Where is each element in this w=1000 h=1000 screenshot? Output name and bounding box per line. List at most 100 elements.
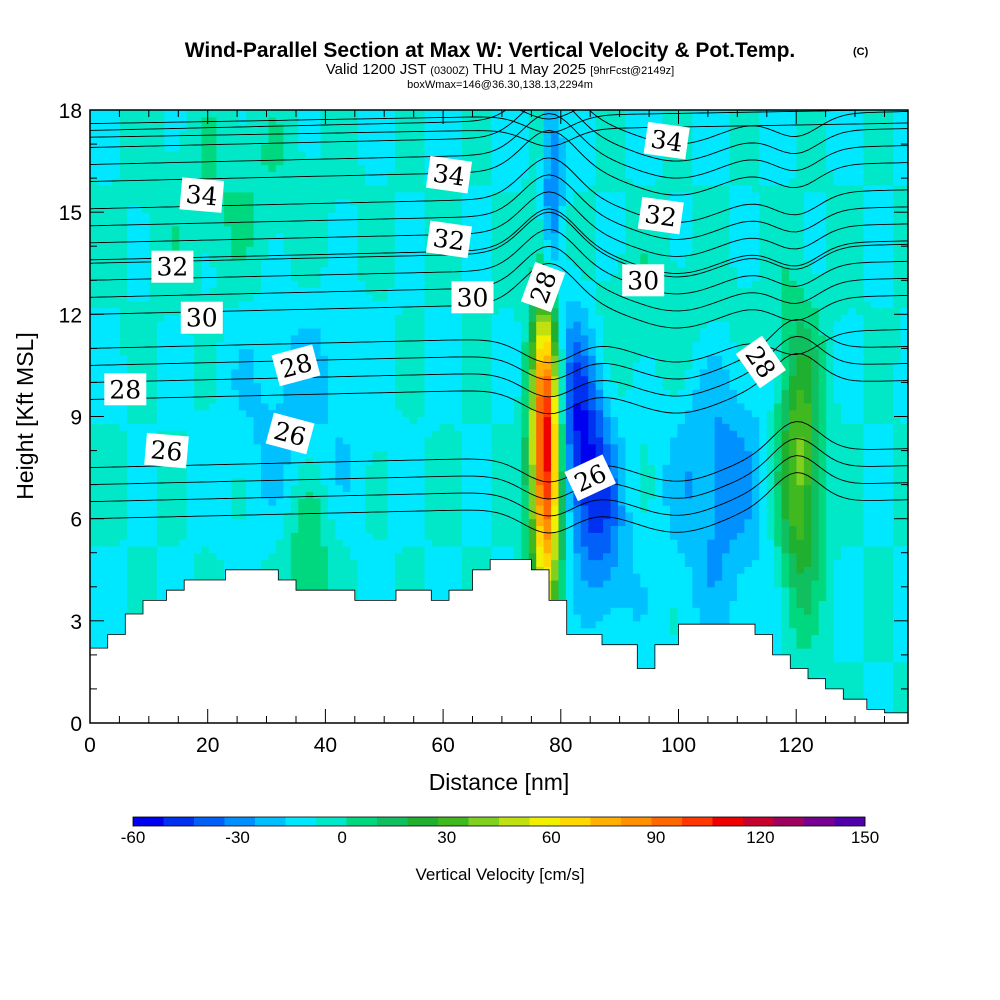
w-cell xyxy=(119,627,128,636)
w-cell xyxy=(409,518,418,527)
w-cell xyxy=(298,450,307,458)
w-cell xyxy=(439,539,448,547)
w-cell xyxy=(565,607,574,615)
w-cell xyxy=(833,682,842,690)
w-cell xyxy=(647,539,656,547)
w-cell xyxy=(446,579,455,588)
w-cell xyxy=(513,457,522,465)
w-cell xyxy=(751,423,760,431)
w-cell xyxy=(811,648,820,656)
w-cell xyxy=(833,593,842,601)
w-cell xyxy=(617,579,627,588)
w-cell xyxy=(655,423,664,431)
w-cell xyxy=(134,416,143,424)
w-cell xyxy=(833,654,842,663)
w-cell xyxy=(878,620,887,629)
w-cell xyxy=(261,416,270,424)
w-cell xyxy=(670,593,679,601)
w-cell xyxy=(558,457,567,465)
w-cell xyxy=(833,477,842,486)
w-cell xyxy=(335,409,344,418)
w-cell xyxy=(833,470,842,479)
w-cell xyxy=(327,559,336,567)
w-cell xyxy=(751,484,760,493)
w-cell xyxy=(580,450,589,458)
w-cell xyxy=(558,491,567,499)
w-cell xyxy=(610,457,619,465)
w-cell xyxy=(885,668,894,676)
w-cell xyxy=(863,423,872,431)
w-cell xyxy=(499,416,508,424)
w-cell xyxy=(670,457,679,465)
w-cell xyxy=(275,525,284,533)
w-cell xyxy=(632,505,641,513)
w-cell xyxy=(796,532,805,540)
w-cell xyxy=(848,430,857,438)
w-cell xyxy=(580,525,589,533)
w-cell xyxy=(543,450,552,458)
w-cell xyxy=(900,518,908,527)
w-cell xyxy=(365,586,374,595)
w-cell xyxy=(275,470,284,479)
w-cell xyxy=(201,498,210,506)
w-cell xyxy=(833,579,842,588)
w-cell xyxy=(90,505,99,513)
w-cell xyxy=(97,641,106,649)
w-cell xyxy=(625,525,634,533)
w-cell xyxy=(506,532,515,540)
w-cell xyxy=(729,545,738,554)
w-cell xyxy=(446,505,455,513)
w-cell xyxy=(647,532,656,540)
w-cell xyxy=(818,498,827,506)
w-cell xyxy=(625,511,634,520)
w-cell xyxy=(722,477,731,486)
w-cell xyxy=(171,430,180,438)
w-cell xyxy=(246,464,255,472)
w-cell xyxy=(446,477,455,486)
w-cell xyxy=(558,586,567,595)
w-cell xyxy=(774,423,783,431)
w-cell xyxy=(402,511,411,520)
w-cell xyxy=(595,607,604,615)
w-cell xyxy=(104,614,113,622)
w-cell xyxy=(670,423,679,431)
w-cell xyxy=(536,505,545,513)
w-cell xyxy=(417,423,426,431)
w-cell xyxy=(744,477,753,486)
w-cell xyxy=(870,600,879,608)
w-cell xyxy=(714,430,723,438)
w-cell xyxy=(513,484,522,493)
w-cell xyxy=(424,539,433,547)
w-cell xyxy=(625,545,634,554)
w-cell xyxy=(112,484,121,493)
w-cell xyxy=(439,518,448,527)
w-cell xyxy=(186,491,195,499)
w-cell xyxy=(558,436,567,445)
w-cell xyxy=(766,505,775,513)
w-cell xyxy=(841,573,850,581)
w-cell xyxy=(90,436,99,445)
w-cell xyxy=(818,634,827,642)
w-cell xyxy=(134,545,143,554)
w-cell xyxy=(387,545,396,554)
w-cell xyxy=(617,532,627,540)
w-cell xyxy=(327,464,336,472)
w-cell xyxy=(357,430,366,438)
w-cell xyxy=(104,436,113,445)
w-cell xyxy=(796,436,805,445)
w-cell xyxy=(662,600,671,608)
w-cell xyxy=(647,586,656,595)
w-cell xyxy=(692,484,701,493)
w-cell xyxy=(781,450,790,458)
w-cell xyxy=(893,430,902,438)
w-cell xyxy=(818,525,827,533)
w-cell xyxy=(826,477,835,486)
w-cell xyxy=(179,511,188,520)
w-cell xyxy=(640,552,649,561)
w-cell xyxy=(238,470,247,479)
w-cell xyxy=(142,511,151,520)
w-cell xyxy=(647,443,656,452)
w-cell xyxy=(313,505,322,513)
w-cell xyxy=(104,620,113,629)
w-cell xyxy=(342,532,351,540)
